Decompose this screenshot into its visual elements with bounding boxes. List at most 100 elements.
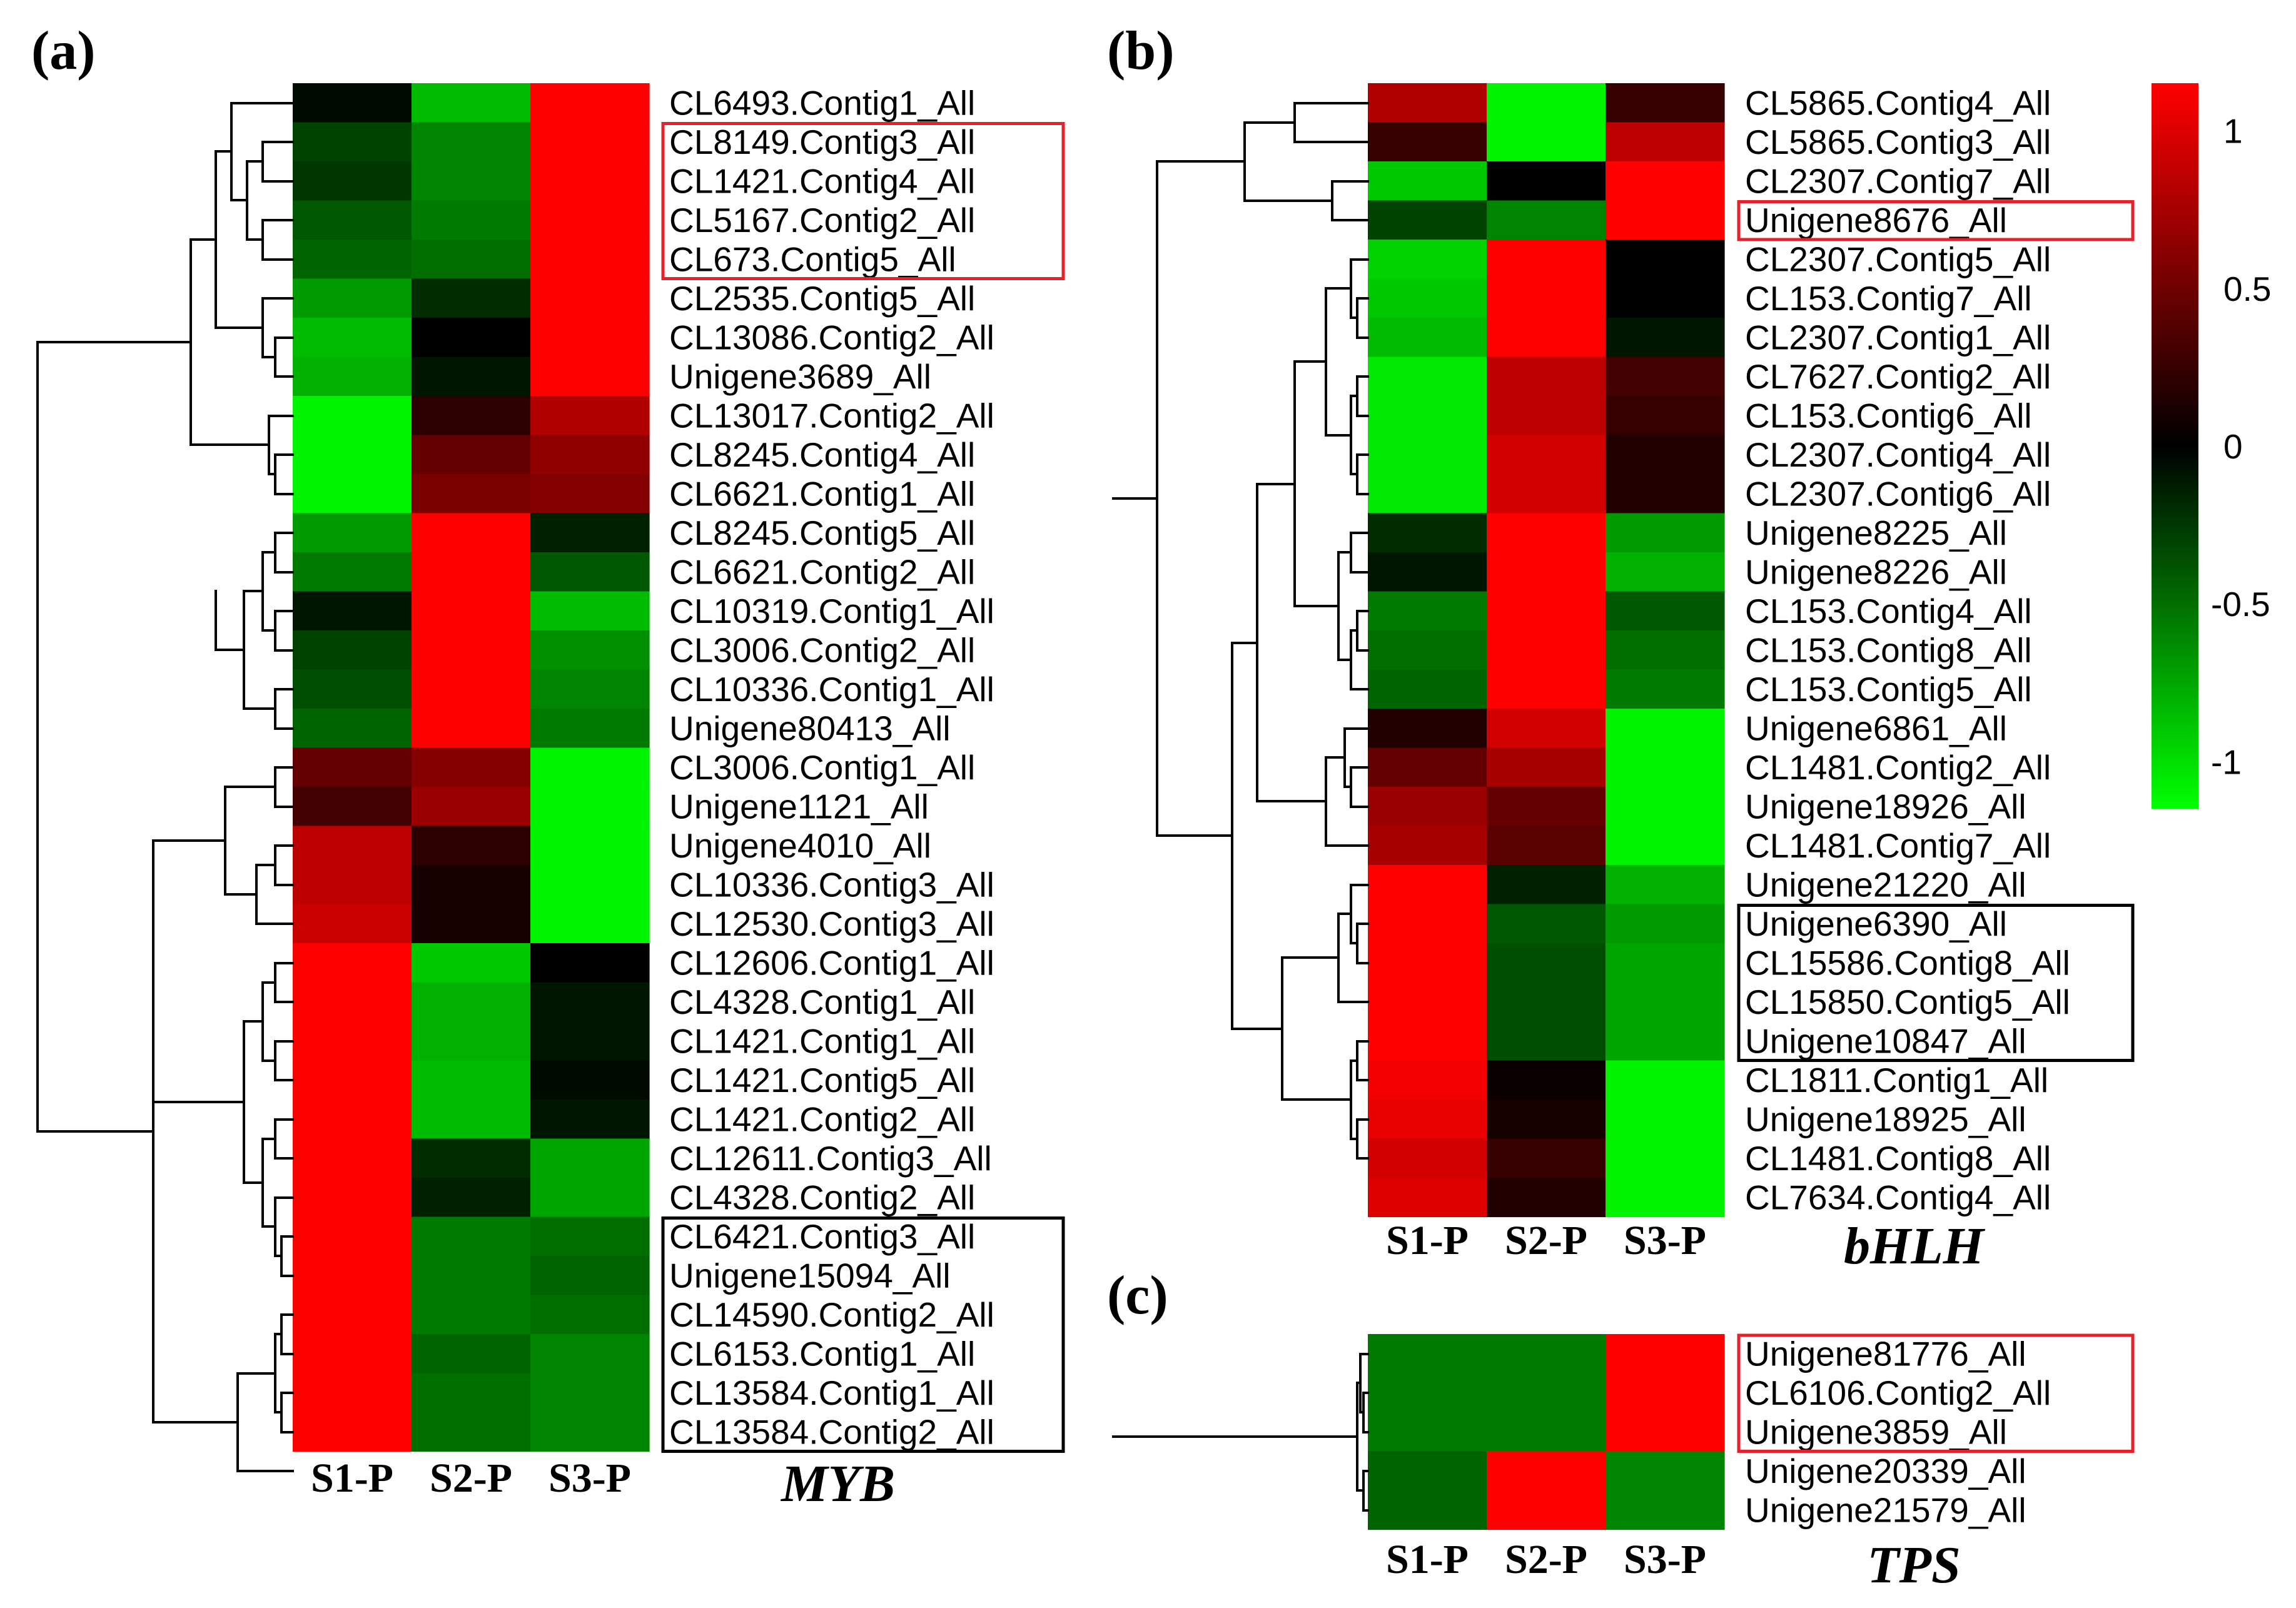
bhlh-cell-r12-c2 [1606, 552, 1725, 592]
bhlh-cell-r8-c1 [1487, 396, 1606, 436]
bhlh-cell-r7-c0 [1368, 356, 1487, 397]
myb-highlight-box-black [661, 1216, 1065, 1453]
myb-cell-r24-c1 [412, 1021, 531, 1061]
myb-cell-r1-c1 [412, 122, 531, 162]
bhlh-gene-label: Unigene18926_All [1745, 787, 2026, 826]
bhlh-gene-label: CL2307.Contig4_All [1745, 435, 2051, 474]
myb-cell-r31-c0 [293, 1295, 412, 1335]
myb-cell-r25-c0 [293, 1060, 412, 1100]
bhlh-cell-r17-c1 [1487, 747, 1606, 787]
myb-cell-r18-c0 [293, 787, 412, 827]
bhlh-cell-r13-c0 [1368, 591, 1487, 631]
color-scale-tick-label: 1 [2223, 112, 2243, 151]
myb-cell-r26-c1 [412, 1100, 531, 1140]
bhlh-gene-label: Unigene6390_All [1745, 904, 2007, 943]
myb-cell-r26-c2 [530, 1100, 650, 1140]
bhlh-cell-r23-c1 [1487, 982, 1606, 1022]
myb-cell-r15-c0 [293, 669, 412, 709]
myb-gene-label: CL6621.Contig1_All [669, 474, 975, 513]
bhlh-cell-r7-c1 [1487, 356, 1606, 397]
myb-cell-r0-c2 [530, 83, 650, 123]
myb-gene-label: CL13086.Contig2_All [669, 318, 994, 356]
myb-cell-r33-c2 [530, 1373, 650, 1413]
myb-cell-r31-c2 [530, 1295, 650, 1335]
tps-cell-r3-c2 [1606, 1451, 1725, 1491]
bhlh-cell-r1-c2 [1606, 122, 1725, 162]
bhlh-cell-r1-c0 [1368, 122, 1487, 162]
bhlh-column-label: S2-P [1505, 1218, 1587, 1263]
bhlh-cell-r10-c0 [1368, 474, 1487, 514]
bhlh-gene-label: CL1811.Contig1_All [1745, 1061, 2048, 1100]
bhlh-cell-r12-c1 [1487, 552, 1606, 592]
myb-cell-r13-c2 [530, 591, 650, 631]
myb-cell-r11-c1 [412, 513, 531, 553]
myb-cell-r27-c2 [530, 1138, 650, 1178]
bhlh-column-label: S1-P [1386, 1218, 1469, 1263]
tps-dendrogram [1112, 1353, 1369, 1512]
bhlh-cell-r27-c2 [1606, 1138, 1725, 1178]
bhlh-cell-r3-c0 [1368, 200, 1487, 240]
myb-cell-r9-c1 [412, 435, 531, 475]
color-scale-tick-label: 0.5 [2223, 270, 2271, 308]
tps-cell-r4-c0 [1368, 1490, 1487, 1530]
myb-gene-label: CL6421.Contig3_All [669, 1217, 975, 1256]
myb-cell-r19-c2 [530, 826, 650, 866]
bhlh-cell-r5-c1 [1487, 278, 1606, 318]
bhlh-gene-label: CL153.Contig8_All [1745, 630, 2032, 669]
myb-gene-label: Unigene1121_All [669, 787, 929, 826]
myb-gene-label: CL12606.Contig1_All [669, 943, 994, 982]
bhlh-gene-label: CL153.Contig4_All [1745, 592, 2032, 630]
myb-column-label: S3-P [549, 1455, 631, 1501]
bhlh-gene-label: CL153.Contig6_All [1745, 396, 2032, 435]
myb-gene-label: CL8245.Contig5_All [669, 513, 975, 552]
bhlh-cell-r24-c0 [1368, 1021, 1487, 1061]
bhlh-cell-r16-c1 [1487, 709, 1606, 749]
myb-gene-label: CL2535.Contig5_All [669, 279, 975, 318]
myb-cell-r17-c0 [293, 747, 412, 787]
myb-gene-label: CL13017.Contig2_All [669, 396, 994, 435]
bhlh-cell-r9-c1 [1487, 435, 1606, 475]
tps-highlight-box-red [1737, 1333, 2135, 1453]
dendrograms [36, 102, 1369, 1512]
bhlh-family-label: bHLH [1844, 1217, 1986, 1275]
myb-gene-label: CL3006.Contig1_All [669, 748, 975, 787]
tps-cell-r0-c1 [1487, 1334, 1606, 1374]
bhlh-cell-r6-c0 [1368, 318, 1487, 358]
myb-gene-label: CL13584.Contig2_All [669, 1412, 994, 1451]
bhlh-cell-r19-c0 [1368, 826, 1487, 866]
myb-cell-r4-c1 [412, 240, 531, 280]
bhlh-gene-label: CL2307.Contig1_All [1745, 318, 2051, 356]
myb-cell-r10-c1 [412, 474, 531, 514]
bhlh-cell-r24-c2 [1606, 1021, 1725, 1061]
bhlh-cell-r11-c1 [1487, 513, 1606, 553]
myb-cell-r8-c2 [530, 396, 650, 436]
myb-cell-r18-c2 [530, 787, 650, 827]
myb-cell-r33-c1 [412, 1373, 531, 1413]
bhlh-cell-r23-c2 [1606, 982, 1725, 1022]
myb-cell-r2-c0 [293, 161, 412, 201]
bhlh-gene-label: CL2307.Contig6_All [1745, 474, 2051, 513]
bhlh-cell-r8-c2 [1606, 396, 1725, 436]
color-scale-tick-label: -1 [2211, 742, 2242, 781]
tps-gene-label: Unigene20339_All [1745, 1452, 2026, 1490]
bhlh-gene-label: Unigene18925_All [1745, 1100, 2026, 1138]
bhlh-cell-r12-c0 [1368, 552, 1487, 592]
myb-gene-label: CL8245.Contig4_All [669, 435, 975, 474]
bhlh-cell-r3-c1 [1487, 200, 1606, 240]
color-scale-legend: 1 0.5 0 -0.5 -1 [2152, 83, 2271, 809]
myb-gene-label: CL1421.Contig2_All [669, 1100, 975, 1138]
bhlh-cell-r9-c0 [1368, 435, 1487, 475]
bhlh-gene-label: Unigene6861_All [1745, 709, 2007, 747]
myb-gene-label: CL4328.Contig2_All [669, 1178, 975, 1216]
tps-family-label: TPS [1867, 1536, 1960, 1594]
bhlh-cell-r18-c0 [1368, 787, 1487, 827]
bhlh-cell-r0-c2 [1606, 83, 1725, 123]
myb-column-label: S2-P [430, 1455, 512, 1501]
bhlh-cell-r24-c1 [1487, 1021, 1606, 1061]
myb-cell-r30-c2 [530, 1256, 650, 1296]
myb-cell-r15-c2 [530, 669, 650, 709]
myb-cell-r25-c2 [530, 1060, 650, 1100]
bhlh-cell-r15-c2 [1606, 669, 1725, 709]
bhlh-cell-r25-c0 [1368, 1060, 1487, 1100]
tps-cell-r1-c2 [1606, 1373, 1725, 1413]
